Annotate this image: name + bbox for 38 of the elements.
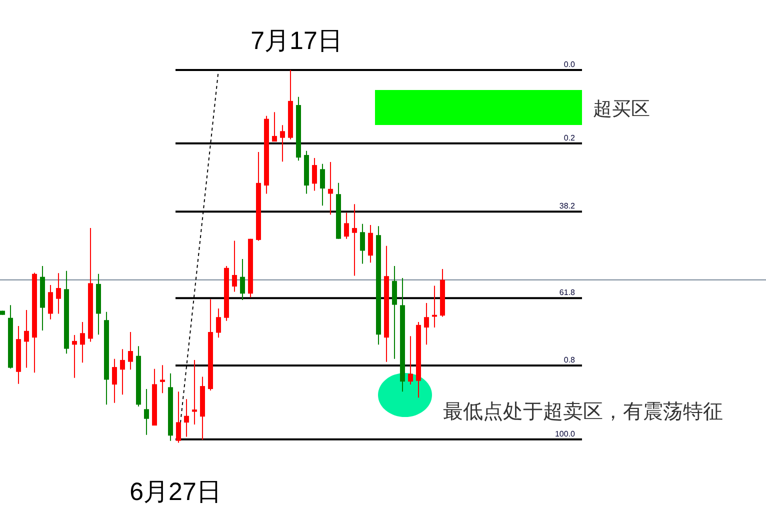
candlestick xyxy=(272,112,277,142)
candlestick xyxy=(232,240,237,292)
candlestick xyxy=(392,266,397,360)
annotation: 0.8 xyxy=(564,356,576,365)
candlestick xyxy=(408,336,413,386)
candlestick xyxy=(312,157,317,192)
candlestick xyxy=(72,334,77,378)
candlestick xyxy=(56,272,61,314)
candlestick xyxy=(360,223,365,264)
candlestick xyxy=(48,284,53,320)
candlestick xyxy=(184,398,189,438)
text: 7月17日 xyxy=(250,27,342,55)
candlestick xyxy=(424,302,429,346)
annotation: 0.0 xyxy=(564,60,576,69)
candlestick xyxy=(352,204,357,276)
candlestick xyxy=(128,332,133,370)
candlestick xyxy=(240,258,245,300)
annotation: 100.0 xyxy=(554,429,576,438)
candlestick xyxy=(344,212,349,240)
candlestick xyxy=(160,364,165,394)
candlestick xyxy=(320,163,325,206)
candlestick xyxy=(80,321,85,364)
candlestick xyxy=(216,308,221,338)
candlestick xyxy=(24,310,29,368)
annotation: 最低点处于超卖区，有震荡特征 xyxy=(443,401,723,423)
annotation: 0.2 xyxy=(564,133,576,142)
annotation: 38.2 xyxy=(559,202,576,211)
candlestick xyxy=(192,359,197,425)
text: 6月27日 xyxy=(130,478,222,506)
annotation: 61.8 xyxy=(559,288,576,298)
candlestick xyxy=(112,358,117,404)
candlestick xyxy=(280,124,285,162)
candlestick xyxy=(144,388,149,436)
candlestick xyxy=(120,348,125,396)
candlestick xyxy=(176,391,181,444)
candlestick xyxy=(368,224,373,264)
text: 超买区 xyxy=(593,99,650,120)
candlestick xyxy=(328,162,333,216)
